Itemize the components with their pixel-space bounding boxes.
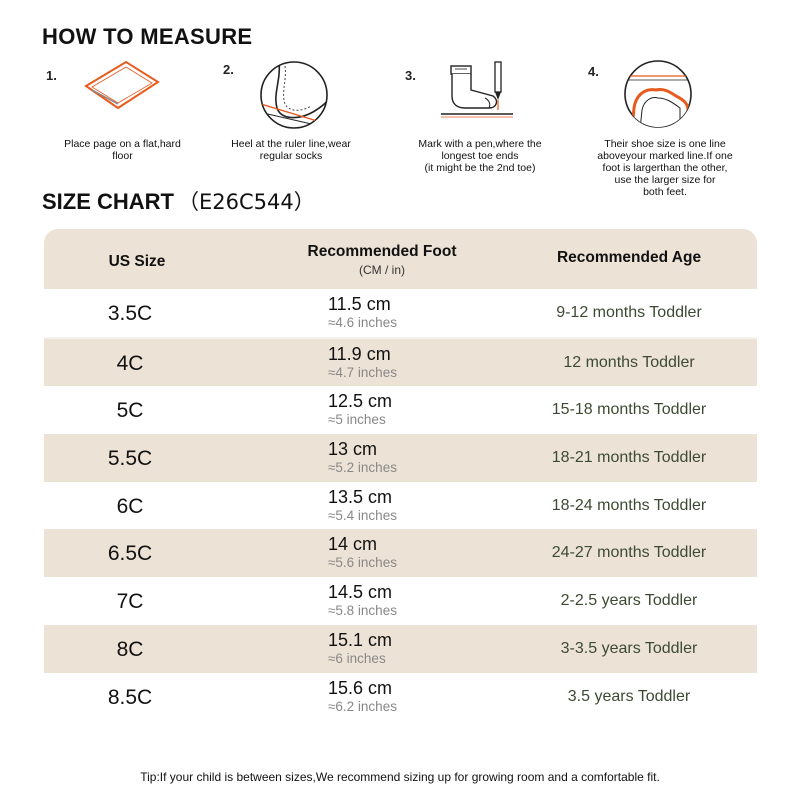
recommended-age: 18-21 months Toddler	[551, 449, 707, 466]
recommended-age: 9-12 months Toddler	[556, 304, 702, 321]
foot-length-cm: 11.9 cm	[328, 344, 391, 364]
foot-length-inches: ≈6.2 inches	[328, 699, 397, 714]
table-row: 7C 14.5 cm ≈5.8 inches 2-2.5 years Toddler	[44, 577, 757, 625]
header-recommended-age: Recommended Age	[556, 249, 702, 266]
recommended-age: 15-18 months Toddler	[551, 401, 707, 418]
step-number: 2.	[223, 62, 234, 77]
recommended-age: 18-24 months Toddler	[551, 497, 707, 514]
step-caption: Mark with a pen,where the longest toe en…	[418, 138, 542, 174]
foot-length-cm: 13.5 cm	[328, 487, 393, 507]
size-cell: 8.5C	[107, 686, 153, 709]
foot-length-inches: ≈5.6 inches	[328, 555, 397, 570]
size-cell: 6.5C	[107, 542, 153, 565]
size-cell: 7C	[116, 590, 144, 613]
size-cell: 5.5C	[107, 447, 153, 470]
how-to-measure-title: HOW TO MEASURE	[42, 24, 253, 49]
size-chart-code: （E26C544）	[178, 190, 315, 214]
header-us-size: US Size	[108, 253, 166, 270]
recommended-age: 2-2.5 years Toddler	[560, 592, 698, 609]
sock-pen-icon	[441, 61, 513, 118]
size-cell: 6C	[116, 495, 144, 518]
table-row: 3.5C 11.5 cm ≈4.6 inches 9-12 months Toddle…	[44, 289, 757, 337]
foot-length-cm: 15.6 cm	[328, 678, 393, 698]
size-chart-title-text: SIZE CHART	[42, 189, 174, 214]
table-header: US Size Recommended Foot (CM / in) Recom…	[44, 229, 757, 289]
recommended-age: 12 months Toddler	[563, 354, 695, 371]
size-chart-title: SIZE CHART （E26C544）	[42, 186, 315, 216]
header-recommended-foot: Recommended Foot	[307, 243, 457, 260]
size-cell: 5C	[116, 399, 144, 422]
recommended-age: 3.5 years Toddler	[567, 688, 691, 705]
foot-length-cm: 15.1 cm	[328, 630, 393, 650]
header-foot-unit: (CM / in)	[359, 263, 405, 277]
sizing-tip: Tip:If your child is between sizes,We re…	[140, 770, 660, 784]
table-row: 5C 12.5 cm ≈5 inches 15-18 months Toddler	[44, 386, 757, 434]
size-cell: 3.5C	[107, 302, 153, 325]
table-row: 6.5C 14 cm ≈5.6 inches 24-27 months Toddler	[44, 529, 757, 577]
foot-length-inches: ≈5.4 inches	[328, 508, 397, 523]
recommended-age: 3-3.5 years Toddler	[560, 640, 698, 657]
step-number: 3.	[405, 68, 416, 83]
foot-length-inches: ≈5.2 inches	[328, 460, 397, 475]
step-caption: Their shoe size is one line aboveyour ma…	[597, 138, 733, 198]
size-cell: 4C	[116, 352, 144, 375]
shoe-line-icon	[624, 60, 692, 128]
step-caption: Place page on a flat,hard floor	[64, 138, 181, 162]
foot-length-cm: 14 cm	[328, 534, 378, 554]
table-row: 8.5C 15.6 cm ≈6.2 inches 3.5 years Toddler	[44, 673, 757, 719]
recommended-age: 24-27 months Toddler	[551, 544, 707, 561]
heel-ruler-icon	[260, 61, 328, 129]
foot-length-inches: ≈5 inches	[328, 412, 386, 427]
table-row: 8C 15.1 cm ≈6 inches 3-3.5 years Toddler	[44, 625, 757, 673]
step-caption: Heel at the ruler line,wear regular sock…	[231, 138, 351, 162]
foot-length-inches: ≈5.8 inches	[328, 603, 397, 618]
foot-length-cm: 13 cm	[328, 439, 378, 459]
paper-icon	[84, 60, 160, 110]
table-row: 6C 13.5 cm ≈5.4 inches 18-24 months Toddler	[44, 482, 757, 530]
step-number: 4.	[588, 64, 599, 79]
size-cell: 8C	[116, 638, 144, 661]
foot-length-cm: 12.5 cm	[328, 391, 393, 411]
foot-length-inches: ≈6 inches	[328, 651, 386, 666]
table-row: 5.5C 13 cm ≈5.2 inches 18-21 months Toddler	[44, 434, 757, 482]
foot-length-inches: ≈4.6 inches	[328, 315, 397, 330]
table-row: 4C 11.9 cm ≈4.7 inches 12 months Toddler	[44, 339, 757, 387]
foot-length-cm: 14.5 cm	[328, 582, 393, 602]
size-chart-table: US Size Recommended Foot (CM / in) Recom…	[44, 229, 757, 719]
foot-length-cm: 11.5 cm	[328, 294, 391, 314]
foot-length-inches: ≈4.7 inches	[328, 365, 397, 380]
step-number: 1.	[46, 68, 57, 83]
